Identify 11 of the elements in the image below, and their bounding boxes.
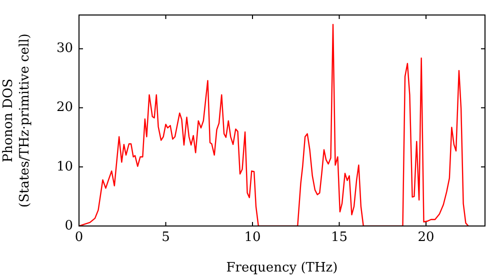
y-tick-label: 20 [56, 100, 73, 116]
x-tick-label: 15 [330, 230, 348, 246]
y-axis-title: Phonon DOS (States/THz·primitive cell) [0, 33, 33, 208]
x-axis-title: Frequency (THz) [226, 260, 338, 276]
y-tick-label: 30 [56, 41, 73, 56]
x-tick-label: 20 [418, 230, 434, 246]
x-tick-label: 5 [162, 230, 170, 246]
x-tick-label: 10 [244, 230, 261, 246]
y-tick-label: 10 [56, 159, 73, 174]
y-tick-label: 0 [64, 218, 73, 234]
x-tick-label: 0 [74, 230, 84, 246]
